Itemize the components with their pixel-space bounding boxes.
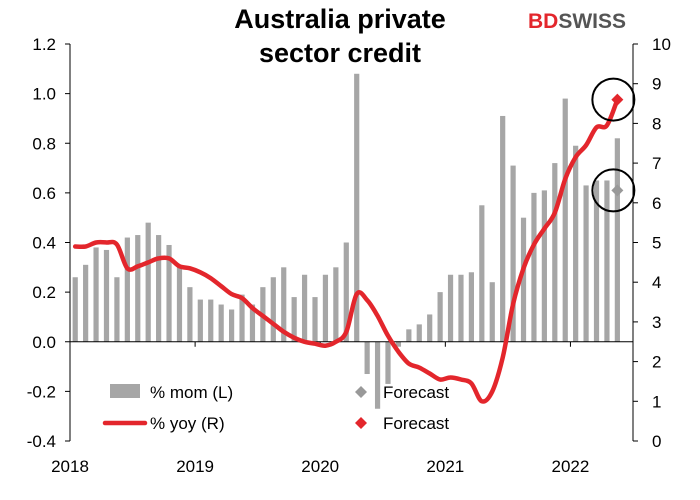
bar-mom	[291, 297, 297, 342]
bar-mom	[343, 242, 349, 342]
bar-mom	[395, 341, 402, 347]
bar-mom	[281, 267, 287, 342]
bar-mom	[301, 274, 308, 342]
bar-mom	[145, 222, 151, 342]
bar-mom	[312, 297, 318, 342]
right-tick-label: 1	[652, 392, 661, 411]
bar-mom	[583, 185, 589, 342]
left-tick-label: 1.2	[32, 35, 56, 54]
bar-mom	[552, 163, 558, 342]
forecast-highlight-circle-yoy	[591, 77, 636, 122]
bar-mom	[593, 180, 600, 342]
bar-mom	[385, 341, 391, 384]
bar-mom	[479, 205, 485, 342]
right-tick-label: 2	[652, 353, 661, 372]
right-tick-label: 0	[652, 432, 661, 451]
bar-mom	[406, 329, 412, 342]
legend-swatch-bar	[110, 384, 140, 398]
forecast-marker-mom	[611, 184, 624, 197]
logo-bd-text: BD	[528, 10, 558, 33]
bar-mom	[427, 314, 433, 342]
bar-mom	[520, 217, 527, 342]
left-tick-label: 0.4	[32, 234, 56, 253]
bar-mom	[270, 277, 276, 342]
x-tick-label: 2020	[301, 457, 339, 476]
bar-mom	[614, 138, 620, 342]
bar-mom	[176, 267, 183, 342]
bar-mom	[374, 341, 381, 409]
bar-mom	[468, 272, 474, 342]
bar-mom	[72, 277, 78, 342]
bar-mom	[489, 282, 495, 342]
bar-mom	[208, 299, 214, 342]
right-tick-label: 3	[652, 313, 661, 332]
logo-swiss-text: SWISS	[558, 10, 626, 33]
svg-text:BDSWISS: BDSWISS	[528, 10, 626, 33]
left-tick-label: 0.2	[32, 283, 56, 302]
legend-swatch-diamond-red	[355, 417, 367, 429]
bar-mom	[239, 294, 245, 342]
bar-mom	[166, 244, 172, 342]
bar-mom	[83, 264, 89, 342]
right-tick-label: 9	[652, 75, 661, 94]
legend-label-mom: % mom (L)	[150, 383, 233, 402]
right-tick-label: 8	[652, 114, 661, 133]
forecast-highlight-circle-mom	[591, 168, 636, 213]
legend-label-yoy: % yoy (R)	[150, 414, 225, 433]
left-tick-label: 0.6	[32, 184, 56, 203]
right-tick-label: 7	[652, 154, 661, 173]
bar-mom	[531, 192, 537, 342]
bar-mom	[187, 287, 193, 342]
left-tick-label: -0.4	[27, 432, 56, 451]
bar-mom	[156, 235, 162, 342]
bar-mom	[114, 277, 120, 342]
left-tick-label: 0.8	[32, 134, 56, 153]
left-tick-label: -0.2	[27, 382, 56, 401]
left-tick-label: 1.0	[32, 85, 56, 104]
bar-mom	[510, 165, 516, 342]
x-tick-label: 2022	[552, 457, 590, 476]
bar-mom	[562, 98, 568, 342]
bar-mom	[364, 341, 370, 375]
bar-mom	[249, 304, 256, 342]
bar-mom	[124, 237, 130, 342]
left-tick-label: 0.0	[32, 333, 56, 352]
bar-mom	[437, 292, 443, 342]
bar-mom	[103, 249, 110, 342]
plot-area: -0.4 -0.2 0.0 0.2 0.4 0.6 0.8 1.0 1.2 0 1 2 3 4 5 6 7 8 9 1…	[27, 35, 671, 476]
x-tick-label: 2021	[426, 457, 464, 476]
bar-mom	[229, 309, 235, 342]
bar-mom	[333, 267, 339, 342]
bar-mom	[218, 304, 224, 342]
x-tick-label: 2019	[176, 457, 214, 476]
legend-swatch-diamond-gray	[355, 386, 367, 398]
bar-mom	[541, 190, 547, 342]
x-tick-label: 2018	[51, 457, 89, 476]
bar-mom	[573, 145, 579, 342]
bar-mom	[322, 274, 329, 342]
right-tick-label: 6	[652, 194, 661, 213]
right-tick-label: 10	[652, 35, 671, 54]
right-tick-label: 5	[652, 234, 661, 253]
yoy-line	[72, 97, 620, 404]
bar-mom	[93, 247, 99, 342]
bar-mom	[416, 324, 422, 342]
right-tick-label: 4	[652, 273, 661, 292]
legend-label-forecast-yoy: Forecast	[383, 414, 449, 433]
forecast-marker-yoy	[611, 93, 624, 106]
bar-mom	[500, 115, 506, 342]
bar-mom	[354, 73, 360, 342]
bar-mom	[604, 180, 610, 342]
brand-logo: BDSWISS	[528, 10, 626, 33]
bar-mom	[135, 235, 141, 342]
bar-mom	[458, 274, 464, 342]
chart-title-line-2: sector credit	[259, 38, 421, 68]
legend-label-forecast-mom: Forecast	[383, 383, 449, 402]
bar-mom	[197, 299, 203, 342]
chart-title-line-1: Australia private	[234, 4, 446, 34]
bar-mom	[447, 274, 454, 342]
